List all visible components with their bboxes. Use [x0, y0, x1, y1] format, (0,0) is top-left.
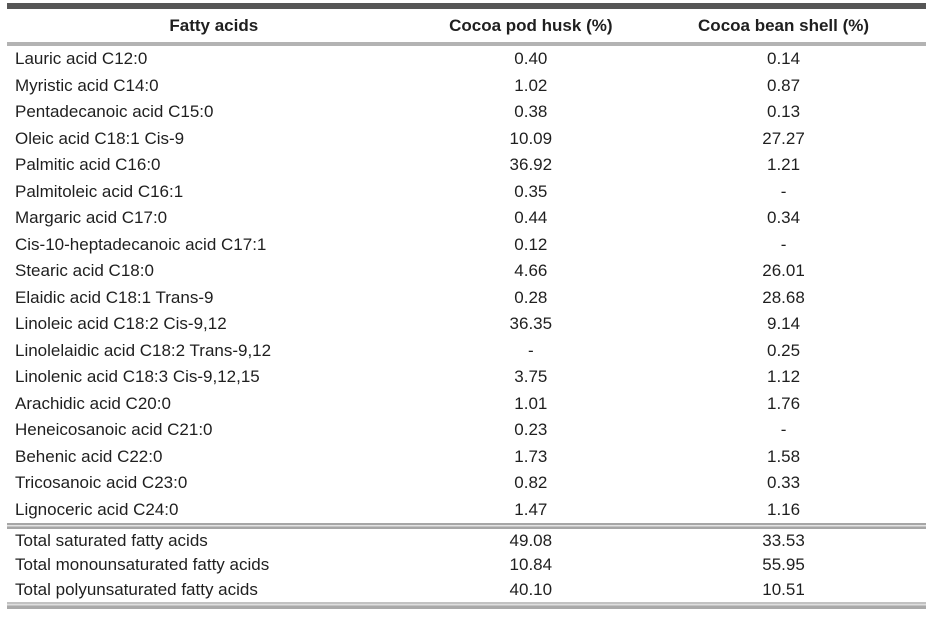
pod-husk-value: 10.84 — [509, 555, 553, 575]
pod-husk-value: 0.44 — [514, 208, 548, 228]
table-row: Oleic acid C18:1 Cis-9 10.09 27.27 — [7, 126, 926, 153]
table-row: Elaidic acid C18:1 Trans-9 0.28 28.68 — [7, 285, 926, 312]
pod-husk-value: 36.92 — [509, 155, 553, 175]
bean-shell-value: 9.14 — [766, 314, 801, 334]
bean-shell-value: 55.95 — [762, 555, 805, 575]
table-row: Cis-10-heptadecanoic acid C17:1 0.12 - — [7, 232, 926, 259]
fatty-acid-name: Lauric acid C12:0 — [15, 49, 148, 69]
pod-husk-value: 1.47 — [514, 499, 548, 519]
table-totals: Total saturated fatty acids 49.08 33.53 Tot… — [7, 529, 926, 602]
pod-husk-value: 3.75 — [514, 367, 548, 387]
table-row: Heneicosanoic acid C21:0 0.23 - — [7, 417, 926, 444]
bean-shell-value: 0.25 — [766, 340, 801, 360]
table-row: Linoleic acid C18:2 Cis-9,12 36.35 9.14 — [7, 311, 926, 338]
table-row: Linolenic acid C18:3 Cis-9,12,15 3.75 1.12 — [7, 364, 926, 391]
table-row: Behenic acid C22:0 1.73 1.58 — [7, 444, 926, 471]
fatty-acid-name: Margaric acid C17:0 — [15, 208, 168, 228]
table-row: Arachidic acid C20:0 1.01 1.76 — [7, 391, 926, 418]
table-row: Lauric acid C12:0 0.40 0.14 — [7, 46, 926, 73]
table-row: Tricosanoic acid C23:0 0.82 0.33 — [7, 470, 926, 497]
pod-husk-value: 1.02 — [514, 75, 548, 95]
bean-shell-value: 0.87 — [766, 75, 801, 95]
pod-husk-value: 0.23 — [514, 420, 548, 440]
fatty-acid-name: Myristic acid C14:0 — [15, 75, 159, 95]
bean-shell-value: 1.58 — [766, 446, 801, 466]
bean-shell-value: 0.33 — [766, 473, 801, 493]
totals-row: Total monounsaturated fatty acids 10.84 55… — [7, 553, 926, 577]
pod-husk-value: - — [527, 340, 534, 360]
fatty-acid-name: Linolenic acid C18:3 Cis-9,12,15 — [15, 367, 260, 387]
column-header-fatty-acids: Fatty acids — [169, 15, 259, 35]
bean-shell-value: - — [780, 420, 787, 440]
table-row: Stearic acid C18:0 4.66 26.01 — [7, 258, 926, 285]
totals-row: Total polyunsaturated fatty acids 40.10 10… — [7, 578, 926, 602]
table-row: Pentadecanoic acid C15:0 0.38 0.13 — [7, 99, 926, 126]
bean-shell-value: 0.13 — [766, 102, 801, 122]
bean-shell-value: 1.76 — [766, 393, 801, 413]
table-row: Myristic acid C14:0 1.02 0.87 — [7, 73, 926, 100]
bean-shell-value: 27.27 — [762, 128, 805, 148]
fatty-acid-name: Arachidic acid C20:0 — [15, 393, 171, 413]
fatty-acid-name: Linoleic acid C18:2 Cis-9,12 — [15, 314, 227, 334]
fatty-acid-name: Oleic acid C18:1 Cis-9 — [15, 128, 185, 148]
pod-husk-value: 49.08 — [509, 531, 553, 551]
table-row: Palmitoleic acid C16:1 0.35 - — [7, 179, 926, 206]
bean-shell-value: 28.68 — [762, 287, 805, 307]
pod-husk-value: 1.01 — [514, 393, 548, 413]
bean-shell-value: 33.53 — [762, 531, 805, 551]
top-rule — [7, 3, 926, 9]
fatty-acid-name: Total monounsaturated fatty acids — [15, 555, 270, 575]
pod-husk-value: 1.73 — [514, 446, 548, 466]
pod-husk-value: 0.40 — [514, 49, 548, 69]
bean-shell-value: 10.51 — [762, 579, 805, 599]
pod-husk-value: 4.66 — [514, 261, 548, 281]
table-body: Lauric acid C12:0 0.40 0.14 Myristic acid C… — [7, 46, 926, 523]
fatty-acid-name: Palmitic acid C16:0 — [15, 155, 161, 175]
bottom-rule — [7, 601, 926, 609]
pod-husk-value: 10.09 — [509, 128, 553, 148]
totals-separator-rule — [7, 523, 926, 529]
table-header-row: Fatty acids Cocoa pod husk (%) Cocoa bea… — [7, 9, 926, 42]
table-row: Linolelaidic acid C18:2 Trans-9,12 - 0.25 — [7, 338, 926, 365]
pod-husk-value: 0.28 — [514, 287, 548, 307]
pod-husk-value: 0.82 — [514, 473, 548, 493]
bean-shell-value: 0.14 — [766, 49, 801, 69]
pod-husk-value: 40.10 — [509, 579, 553, 599]
fatty-acid-name: Linolelaidic acid C18:2 Trans-9,12 — [15, 340, 272, 360]
fatty-acid-name: Total polyunsaturated fatty acids — [15, 579, 258, 599]
bean-shell-value: 1.16 — [766, 499, 801, 519]
bean-shell-value: 1.21 — [766, 155, 801, 175]
totals-row: Total saturated fatty acids 49.08 33.53 — [7, 529, 926, 553]
header-underline-rule — [7, 42, 926, 46]
table-row: Lignoceric acid C24:0 1.47 1.16 — [7, 497, 926, 524]
fatty-acid-name: Behenic acid C22:0 — [15, 446, 163, 466]
column-header-cocoa-bean-shell: Cocoa bean shell (%) — [698, 15, 870, 35]
fatty-acid-name: Pentadecanoic acid C15:0 — [15, 102, 214, 122]
column-header-cocoa-pod-husk: Cocoa pod husk (%) — [449, 15, 613, 35]
fatty-acid-name: Heneicosanoic acid C21:0 — [15, 420, 213, 440]
bean-shell-value: 1.12 — [766, 367, 801, 387]
fatty-acid-name: Cis-10-heptadecanoic acid C17:1 — [15, 234, 267, 254]
bean-shell-value: - — [780, 234, 787, 254]
pod-husk-value: 0.12 — [514, 234, 548, 254]
fatty-acid-name: Total saturated fatty acids — [15, 531, 208, 551]
bean-shell-value: - — [780, 181, 787, 201]
bean-shell-value: 26.01 — [762, 261, 805, 281]
fatty-acid-name: Stearic acid C18:0 — [15, 261, 154, 281]
pod-husk-value: 36.35 — [509, 314, 553, 334]
fatty-acid-name: Lignoceric acid C24:0 — [15, 499, 179, 519]
fatty-acid-name: Elaidic acid C18:1 Trans-9 — [15, 287, 214, 307]
pod-husk-value: 0.35 — [514, 181, 548, 201]
fatty-acid-name: Tricosanoic acid C23:0 — [15, 473, 188, 493]
fatty-acid-name: Palmitoleic acid C16:1 — [15, 181, 184, 201]
bean-shell-value: 0.34 — [766, 208, 801, 228]
pod-husk-value: 0.38 — [514, 102, 548, 122]
table-row: Margaric acid C17:0 0.44 0.34 — [7, 205, 926, 232]
fatty-acids-table: Fatty acids Cocoa pod husk (%) Cocoa bea… — [7, 3, 926, 609]
table-row: Palmitic acid C16:0 36.92 1.21 — [7, 152, 926, 179]
